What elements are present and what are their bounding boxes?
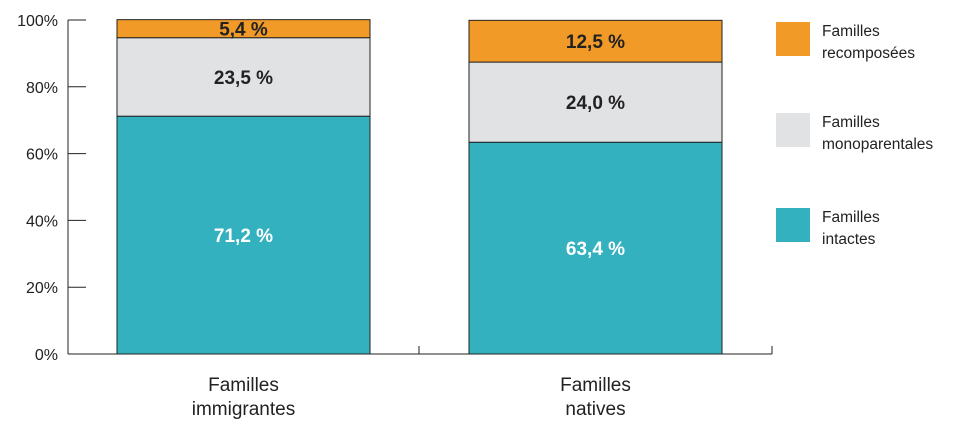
y-tick-label: 40% — [26, 213, 58, 230]
legend-swatch — [776, 208, 810, 242]
bar-value-label: 23,5 % — [214, 68, 273, 89]
bar-value-label: 63,4 % — [566, 239, 625, 260]
legend-swatch — [776, 22, 810, 56]
legend-label: Familles — [822, 209, 880, 226]
legend-label: Familles — [822, 23, 880, 40]
bar-value-label: 24,0 % — [566, 93, 625, 114]
bar-segment — [468, 61, 723, 143]
y-tick-label: 100% — [17, 13, 58, 30]
x-category-label: natives — [565, 399, 625, 420]
y-tick-label: 80% — [26, 80, 58, 97]
x-category-label: immigrantes — [192, 399, 295, 420]
bar-segment — [468, 141, 723, 355]
bar-segment — [116, 37, 371, 117]
bar-segment — [468, 19, 723, 63]
y-tick-label: 60% — [26, 147, 58, 164]
legend-label: intactes — [822, 231, 876, 248]
x-category-label: Familles — [560, 375, 631, 396]
bar-value-label: 71,2 % — [214, 226, 273, 247]
y-tick-label: 0% — [35, 347, 58, 364]
y-tick-label: 20% — [26, 280, 58, 297]
legend-label: monoparentales — [822, 136, 933, 153]
legend-label: Familles — [822, 114, 880, 131]
legend-label: recomposées — [822, 45, 915, 62]
legend-swatch — [776, 113, 810, 147]
x-category-label: Familles — [208, 375, 279, 396]
bar-value-label: 5,4 % — [219, 20, 268, 41]
bar-segment — [116, 19, 371, 39]
bar-value-label: 12,5 % — [566, 32, 625, 53]
